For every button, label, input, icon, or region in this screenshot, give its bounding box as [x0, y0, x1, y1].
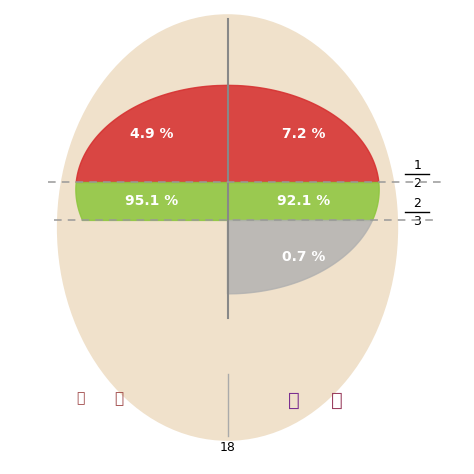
Text: 2: 2	[413, 177, 421, 190]
Text: 1: 1	[413, 159, 421, 172]
Text: 🚶: 🚶	[76, 391, 85, 405]
Ellipse shape	[57, 14, 398, 441]
Text: 2: 2	[413, 197, 421, 210]
Text: 92.1 %: 92.1 %	[277, 194, 330, 209]
Text: 🚶: 🚶	[288, 391, 300, 410]
Polygon shape	[76, 182, 379, 220]
Text: 0.7 %: 0.7 %	[282, 250, 325, 264]
Text: 🚶: 🚶	[114, 391, 123, 406]
Polygon shape	[228, 220, 373, 294]
Text: 3: 3	[413, 215, 421, 228]
Polygon shape	[76, 85, 379, 182]
Text: 18: 18	[219, 441, 236, 455]
Text: 4.9 %: 4.9 %	[130, 127, 173, 141]
Text: 🚶: 🚶	[331, 391, 342, 410]
Text: 7.2 %: 7.2 %	[282, 127, 325, 141]
Text: 95.1 %: 95.1 %	[125, 194, 178, 209]
